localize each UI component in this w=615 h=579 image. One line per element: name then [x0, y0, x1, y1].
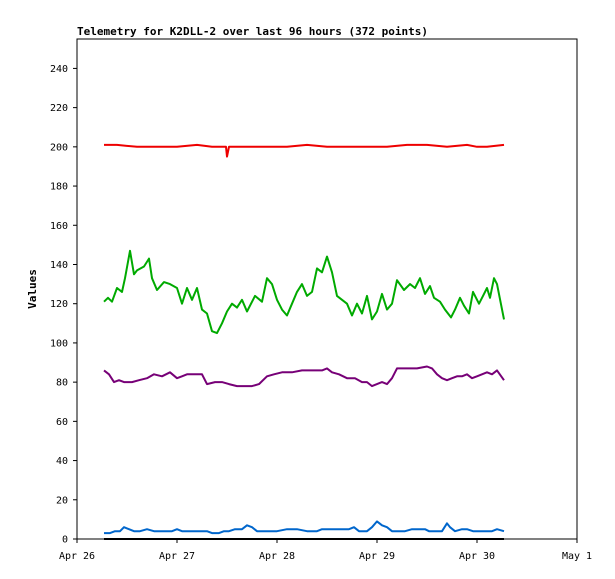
series-line-1 [104, 143, 505, 158]
x-tick-label: Apr 30 [459, 551, 495, 562]
y-tick-label: 40 [56, 456, 68, 467]
y-tick-label: 140 [50, 260, 68, 271]
x-tick-label: Apr 28 [259, 551, 295, 562]
series-line-4 [104, 520, 505, 535]
y-tick-label: 180 [50, 182, 68, 193]
x-axis: Apr 26 Apr 27 Apr 28 Apr 29 Apr 30 May 1 [59, 539, 592, 562]
y-tick-label: 220 [50, 103, 68, 114]
series-line-2 [103, 249, 505, 335]
x-tick-label: Apr 26 [59, 551, 95, 562]
chart-title: Telemetry for K2DLL-2 over last 96 hours… [77, 25, 428, 38]
series-layer [103, 143, 505, 540]
x-tick-label: Apr 27 [159, 551, 195, 562]
y-tick-label: 100 [50, 338, 68, 349]
y-tick-label: 200 [50, 142, 68, 153]
y-tick-label: 60 [56, 417, 68, 428]
y-tick-label: 160 [50, 221, 68, 232]
x-tick-label: Apr 29 [359, 551, 395, 562]
y-tick-label: 0 [62, 535, 68, 546]
y-tick-label: 80 [56, 378, 68, 389]
y-axis: 0 20 40 60 80 100 120 140 160 180 200 220 240 [50, 64, 77, 546]
y-tick-label: 20 [56, 495, 68, 506]
plot-area-frame [76, 38, 578, 540]
y-axis-label: Values [26, 269, 39, 309]
y-tick-label: 240 [50, 64, 68, 75]
series-line-3 [103, 365, 505, 388]
y-tick-label: 120 [50, 299, 68, 310]
x-tick-label: May 1 [562, 551, 592, 562]
